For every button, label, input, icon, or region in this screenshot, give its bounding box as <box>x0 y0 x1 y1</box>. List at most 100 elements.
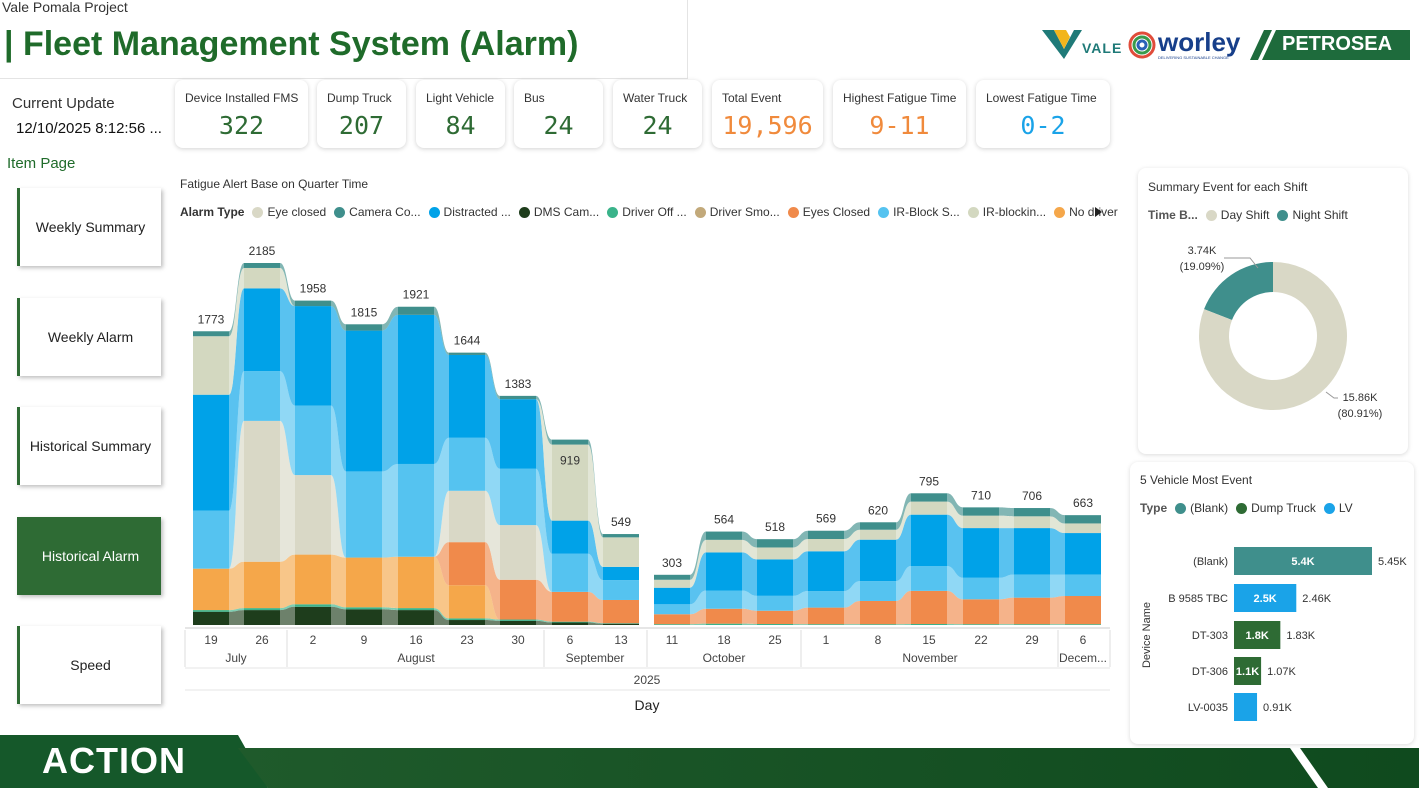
ribbon-column-segment <box>552 439 588 445</box>
ribbon-band <box>588 622 603 625</box>
ribbon-column-segment <box>1014 508 1050 517</box>
ribbon-band <box>999 624 1014 625</box>
nav-historical-alarm[interactable]: Historical Alarm <box>17 517 161 595</box>
ribbon-column-segment <box>1065 515 1101 524</box>
ribbon-band <box>280 554 295 609</box>
ribbon-band <box>896 514 911 582</box>
ribbon-chart: 1773218519581815192116441383919549303564… <box>184 244 1111 713</box>
nav-weekly-summary[interactable]: Weekly Summary <box>17 188 161 266</box>
legend-swatch <box>1323 502 1335 514</box>
ribbon-band <box>229 371 244 569</box>
x-month-label: October <box>703 651 746 665</box>
x-year-label: 2025 <box>634 673 661 687</box>
x-tick-label: 2 <box>310 633 317 647</box>
ribbon-column-segment <box>654 579 690 588</box>
ribbon-column-segment <box>398 314 434 464</box>
legend-swatch <box>518 206 530 218</box>
ribbon-band <box>536 395 552 445</box>
ribbon-column-segment <box>1014 624 1050 625</box>
ribbon-band <box>947 590 963 625</box>
ribbon-band <box>999 515 1014 529</box>
bar-value-label: 1.83K <box>1286 630 1315 642</box>
kpi-highest-fatigue: Highest Fatigue Time 9-11 <box>833 80 966 148</box>
ribbon-column-segment <box>757 547 793 560</box>
ribbon-band <box>229 263 244 337</box>
ribbon-band <box>536 579 552 622</box>
legend-next-icon[interactable] <box>1094 206 1104 218</box>
ribbon-column-segment <box>398 463 434 557</box>
ribbon-column-segment <box>346 557 382 608</box>
ribbon-column-segment <box>552 621 588 623</box>
page-title: | Fleet Management System (Alarm) <box>4 25 579 63</box>
nav-weekly-alarm[interactable]: Weekly Alarm <box>17 298 161 376</box>
worley-logo-text: worley <box>1158 27 1241 57</box>
total-data-label: 710 <box>971 488 991 502</box>
nav-label: Speed <box>70 657 111 673</box>
ribbon-band <box>229 561 244 611</box>
kpi-label: Water Truck <box>623 91 688 105</box>
ribbon-column-segment <box>654 604 690 615</box>
ribbon-column-segment <box>449 542 485 586</box>
y-axis-title: Device Name <box>1141 602 1153 668</box>
ribbon-column-segment <box>244 608 280 611</box>
ribbon-band <box>485 437 500 526</box>
kpi-total-event: Total Event 19,596 <box>712 80 823 148</box>
legend-swatch <box>252 206 264 218</box>
x-tick-label: 22 <box>974 633 988 647</box>
vale-logo-text: VALE <box>1082 40 1123 56</box>
ribbon-column-segment <box>1014 597 1050 625</box>
ribbon-band <box>382 306 398 331</box>
shift-chart-title: Summary Event for each Shift <box>1148 180 1308 194</box>
ribbon-column-segment <box>911 624 947 625</box>
kpi-value: 9-11 <box>869 111 930 140</box>
ribbon-column-segment <box>808 624 844 625</box>
nav-speed[interactable]: Speed <box>17 626 161 704</box>
legend-label: Night Shift <box>1292 208 1348 222</box>
ribbon-column-segment <box>860 539 896 582</box>
ribbon-band <box>588 520 603 581</box>
total-data-label: 303 <box>662 556 682 570</box>
ribbon-column-segment <box>449 620 485 625</box>
item-page-title: Item Page <box>7 155 76 172</box>
ribbon-column-segment <box>654 587 690 605</box>
ribbon-band <box>999 597 1014 625</box>
x-tick-label: 1 <box>823 633 830 647</box>
ribbon-column-segment <box>449 585 485 619</box>
bar-inner-label: 5.4K <box>1291 556 1314 568</box>
ribbon-band <box>844 600 860 625</box>
ribbon-column-segment <box>346 607 382 610</box>
ribbon-legend: Alarm Type Eye closed Camera Co... Distr… <box>180 205 1118 219</box>
donut-slice-night-shift <box>1204 262 1273 321</box>
bar <box>1234 547 1372 575</box>
legend-swatch <box>878 206 890 218</box>
vehicle-chart-title: 5 Vehicle Most Event <box>1140 473 1253 487</box>
shift-legend: Time B... Day Shift Night Shift <box>1148 208 1348 222</box>
petrosea-logo-icon <box>1250 30 1410 60</box>
ribbon-column-segment <box>244 288 280 372</box>
ribbon-column-segment <box>295 606 331 625</box>
ribbon-column-segment <box>963 624 999 625</box>
ribbon-band <box>896 624 911 625</box>
total-data-label: 569 <box>816 512 836 526</box>
x-month-label: November <box>902 651 957 665</box>
ribbon-band <box>1050 508 1065 524</box>
total-data-label: 620 <box>868 503 888 517</box>
bar-value-label: 2.46K <box>1302 593 1331 605</box>
x-tick-label: 25 <box>768 633 782 647</box>
legend-swatch <box>1175 502 1187 514</box>
ribbon-column-segment <box>757 559 793 596</box>
ribbon-column-segment <box>295 405 331 476</box>
ribbon-band <box>896 493 911 530</box>
ribbon-band <box>280 263 295 307</box>
bar-inner-label: 2.5K <box>1254 593 1277 605</box>
nav-historical-summary[interactable]: Historical Summary <box>17 407 161 485</box>
x-tick-label: 19 <box>204 633 218 647</box>
ribbon-band <box>793 591 808 611</box>
ribbon-band <box>331 554 346 608</box>
ribbon-column-segment <box>449 490 485 543</box>
ribbon-band <box>793 539 808 560</box>
ribbon-column-segment <box>706 531 742 540</box>
ribbon-column-segment <box>500 619 536 621</box>
ribbon-band <box>999 507 1014 517</box>
project-name: Vale Pomala Project <box>2 0 128 15</box>
